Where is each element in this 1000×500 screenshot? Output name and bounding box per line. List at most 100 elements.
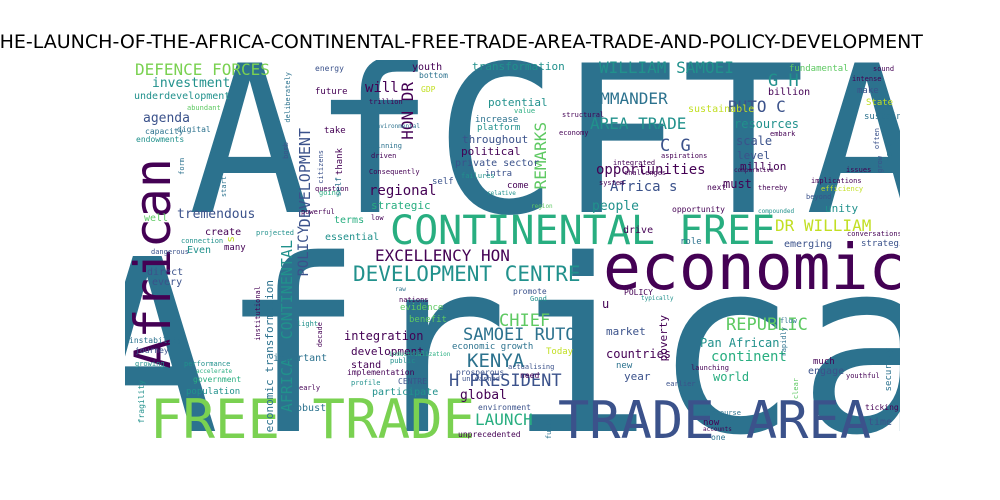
cloud-word: evidence — [400, 303, 444, 313]
cloud-word: launching — [691, 364, 729, 372]
cloud-word: population — [186, 387, 241, 397]
cloud-word: Even — [187, 245, 212, 256]
cloud-word: thank — [335, 148, 345, 176]
cloud-word: dangerous — [151, 248, 189, 256]
cloud-word: billion — [768, 87, 811, 98]
cloud-word: engage — [808, 366, 845, 377]
cloud-word: connection — [181, 237, 224, 245]
cloud-word: direct — [147, 267, 184, 278]
cloud-word: make — [857, 86, 879, 96]
cloud-word: implications — [811, 177, 862, 185]
cloud-word: environment — [478, 403, 531, 412]
cloud-word: beginning — [364, 142, 402, 150]
cloud-word: new — [616, 361, 633, 371]
cloud-word: now — [703, 418, 720, 428]
cloud-word: challenges — [624, 169, 667, 177]
cloud-word: discourse — [703, 409, 741, 417]
cloud-word: compounded — [758, 208, 795, 215]
cloud-word: emerging — [784, 239, 833, 250]
cloud-word: private sector — [455, 158, 540, 169]
cloud-word: clear — [792, 378, 800, 400]
cloud-word: world — [713, 370, 750, 384]
cloud-word: CENTRE — [398, 377, 427, 386]
cloud-word: essential — [325, 232, 380, 243]
cloud-word: many — [224, 243, 246, 253]
cloud-word: EXCELLENCY HON — [375, 246, 510, 265]
cloud-word: economy — [559, 129, 589, 137]
cloud-word: fragility — [137, 380, 146, 424]
cloud-word: million — [740, 160, 787, 173]
cloud-word: public — [390, 357, 416, 365]
cloud-word: instability — [129, 336, 182, 345]
cloud-word: often — [873, 128, 881, 150]
cloud-word: Good — [530, 295, 547, 303]
cloud-word: capacity — [145, 127, 184, 136]
cloud-word: opportunities — [596, 162, 706, 178]
cloud-word: stand — [351, 360, 382, 371]
cloud-word: efficiency — [821, 185, 864, 193]
cloud-word: comparative — [734, 167, 774, 174]
cloud-word: profile — [351, 379, 381, 387]
cloud-word: question — [315, 185, 349, 193]
cloud-word: tremendous — [177, 207, 256, 222]
cloud-word: SAMOEI RUTO — [463, 325, 576, 345]
cloud-word: digital — [177, 125, 211, 134]
cloud-word: role — [680, 237, 702, 247]
cloud-word: integration — [344, 329, 424, 343]
cloud-word: poverty — [657, 315, 670, 362]
cloud-word: future — [315, 87, 348, 97]
cloud-word: self — [432, 177, 454, 187]
cloud-word: much — [813, 357, 835, 367]
cloud-word: every — [152, 277, 183, 288]
cloud-word: development — [351, 345, 424, 358]
cloud-word: raw — [395, 286, 406, 293]
cloud-word: next — [707, 183, 727, 192]
cloud-word: Pan African — [700, 336, 780, 350]
cloud-word: year — [624, 370, 651, 383]
cloud-word: FREE TRADE — [150, 388, 476, 446]
cloud-word: flow — [780, 317, 797, 325]
cloud-word: increase — [475, 115, 519, 125]
cloud-word: DEFENCE FORCES — [135, 60, 270, 79]
cloud-word: energy — [315, 64, 344, 73]
cloud-word: DR WILLIAM — [775, 216, 872, 235]
cloud-word: powerful — [301, 208, 335, 216]
cloud-word: REMARKS — [531, 122, 550, 190]
cloud-word: citizens — [317, 150, 325, 184]
cloud-word: terms — [334, 215, 365, 226]
cloud-word: need — [520, 371, 540, 380]
cloud-word: POLICY — [296, 226, 312, 277]
cloud-word: value — [514, 107, 536, 115]
cloud-word: beyond — [806, 193, 832, 201]
cloud-word: global — [460, 388, 507, 403]
cloud-word: political — [461, 145, 521, 158]
cloud-word: performance — [184, 360, 231, 368]
cloud-word: failures — [461, 172, 495, 180]
cloud-word: intra — [485, 169, 513, 179]
cloud-word: time — [868, 417, 893, 428]
cloud-word: unity — [825, 202, 859, 215]
cloud-word: must — [723, 177, 752, 191]
cloud-word: self — [334, 177, 343, 197]
cloud-word: low — [371, 214, 384, 222]
cloud-word: thereby — [758, 184, 788, 192]
cloud-word: grow — [876, 156, 884, 173]
cloud-word: POLICY — [624, 288, 653, 297]
cloud-word: create — [205, 227, 242, 238]
cloud-word: strategic — [371, 199, 431, 212]
cloud-word: HON DR — [398, 82, 417, 140]
cloud-word: integrated — [613, 159, 656, 167]
cloud-word: well — [144, 213, 169, 224]
cloud-word: driven — [371, 152, 397, 160]
cloud-word: benefit — [409, 315, 447, 325]
cloud-word: people — [592, 199, 639, 214]
cloud-word: bomb — [282, 142, 290, 159]
cloud-word: prosperous — [456, 368, 505, 377]
cloud-word: region — [531, 203, 553, 210]
cloud-word: Consequently — [369, 168, 420, 176]
cloud-word: strategies — [861, 239, 900, 249]
cloud-word: typically — [641, 295, 674, 302]
cloud-word: implementation — [347, 368, 415, 377]
cloud-word: H PRESIDENT — [449, 371, 562, 391]
cloud-word: Africa — [125, 208, 900, 445]
